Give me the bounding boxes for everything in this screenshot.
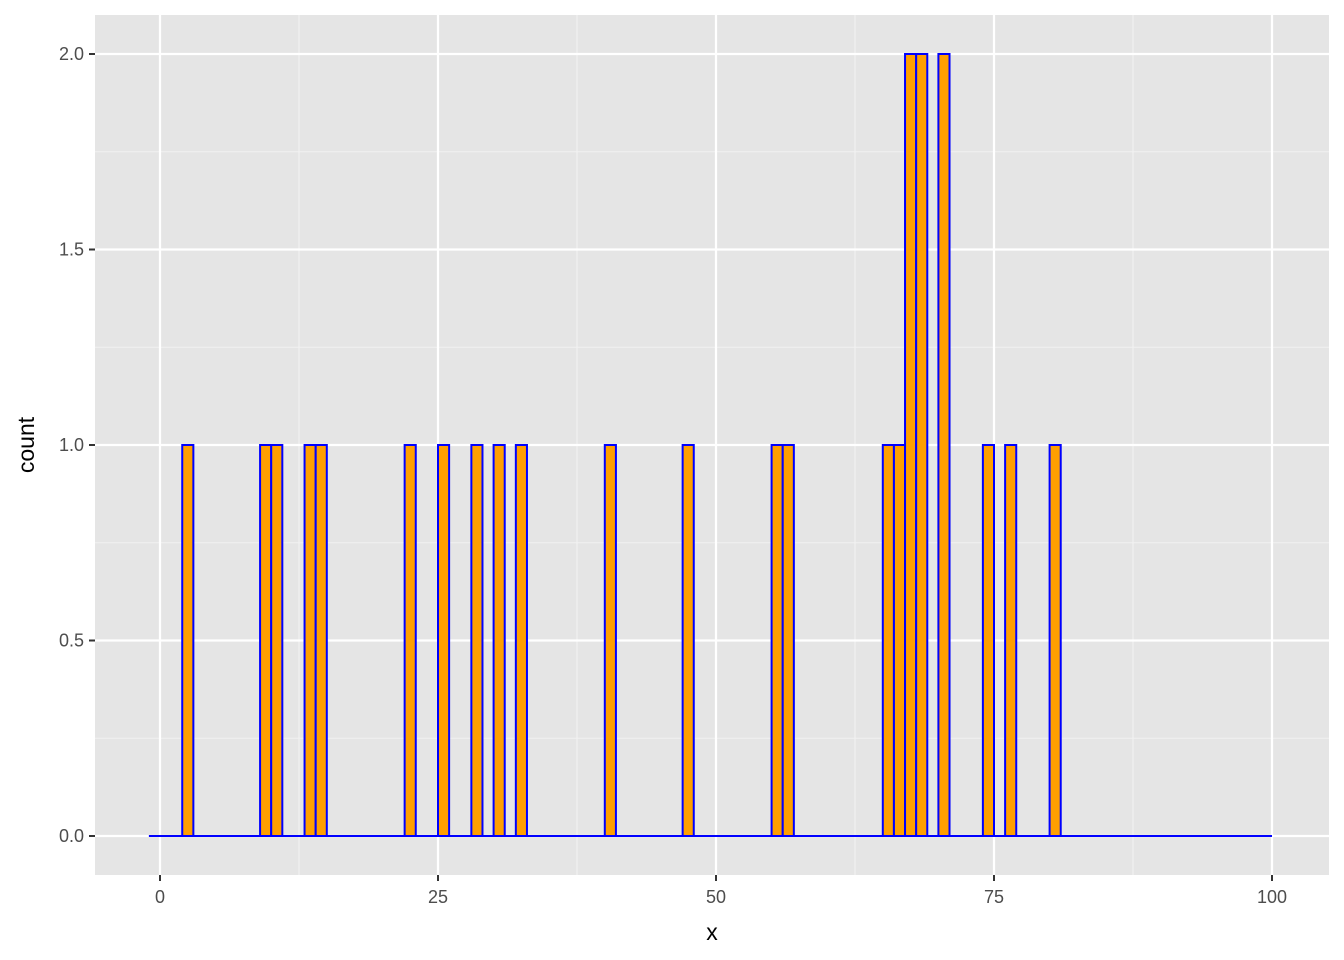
x-tick-label: 25 (428, 887, 448, 907)
histogram-bar (470, 444, 484, 837)
histogram-bar (181, 444, 195, 837)
histogram-bar (904, 53, 918, 837)
x-axis-title: x (706, 919, 718, 945)
x-tick-label: 75 (984, 887, 1004, 907)
x-tick-label: 100 (1257, 887, 1287, 907)
histogram-bar (492, 444, 506, 837)
histogram-bar (981, 444, 996, 837)
histogram-bar (403, 444, 417, 837)
y-tick-label: 0.5 (59, 631, 84, 651)
histogram-bar (314, 444, 328, 837)
histogram-bar (603, 444, 617, 837)
histogram-bar (937, 53, 951, 837)
y-axis-title: count (13, 416, 39, 473)
histogram-bar (303, 444, 317, 837)
histogram-bar (259, 444, 273, 837)
histogram-bar (514, 444, 528, 837)
histogram-bar (915, 53, 929, 837)
y-tick-label: 1.5 (59, 240, 84, 260)
x-tick-label: 0 (155, 887, 165, 907)
x-axis: 0 25 50 75 100 (155, 875, 1287, 907)
x-tick-label: 50 (706, 887, 726, 907)
y-tick-label: 1.0 (59, 435, 84, 455)
histogram-bars (181, 53, 1062, 837)
histogram-bar (1048, 444, 1062, 837)
y-axis: 0.0 0.5 1.0 1.5 2.0 (59, 44, 95, 846)
y-tick-label: 0.0 (59, 826, 84, 846)
histogram-bar (1004, 444, 1018, 837)
histogram-bar (892, 444, 907, 837)
histogram-bar (437, 444, 451, 837)
histogram-bar (270, 444, 284, 837)
histogram-bar (681, 444, 695, 837)
histogram-bar (781, 444, 795, 837)
histogram-bar (770, 444, 784, 837)
y-tick-label: 2.0 (59, 44, 84, 64)
histogram-bar (881, 444, 895, 837)
